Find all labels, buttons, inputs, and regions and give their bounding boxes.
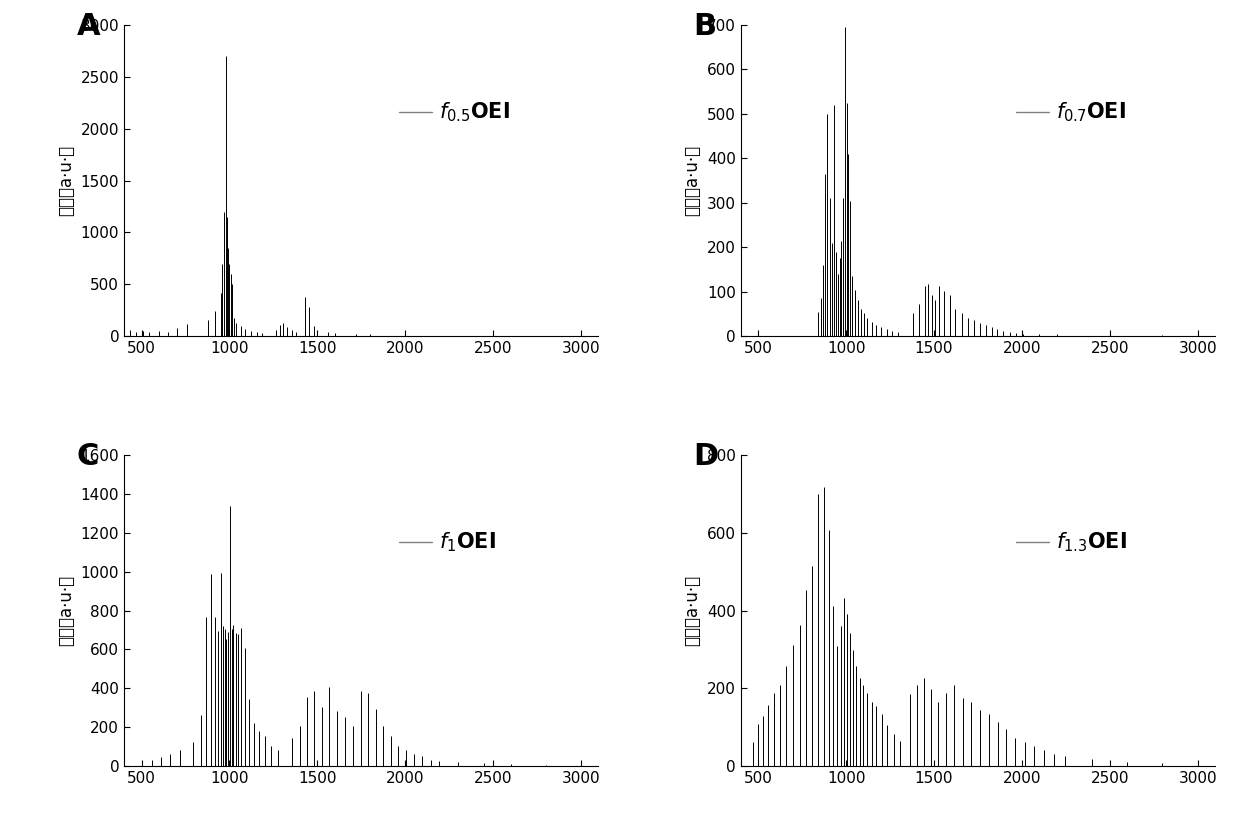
Text: B: B xyxy=(693,12,717,41)
Text: D: D xyxy=(693,442,718,471)
Text: A: A xyxy=(77,12,100,41)
Y-axis label: 强度（a·u·）: 强度（a·u·） xyxy=(57,575,74,646)
Y-axis label: 强度（a·u·）: 强度（a·u·） xyxy=(683,145,702,216)
Text: C: C xyxy=(77,442,99,471)
Y-axis label: 强度（a·u·）: 强度（a·u·） xyxy=(57,145,74,216)
Text: $f_{0.7}$OEI: $f_{0.7}$OEI xyxy=(1056,101,1126,124)
Y-axis label: 强度（a·u·）: 强度（a·u·） xyxy=(683,575,702,646)
Text: $f_{1}$OEI: $f_{1}$OEI xyxy=(439,530,496,554)
Text: $f_{0.5}$OEI: $f_{0.5}$OEI xyxy=(439,101,511,124)
Text: $f_{1.3}$OEI: $f_{1.3}$OEI xyxy=(1056,530,1127,554)
